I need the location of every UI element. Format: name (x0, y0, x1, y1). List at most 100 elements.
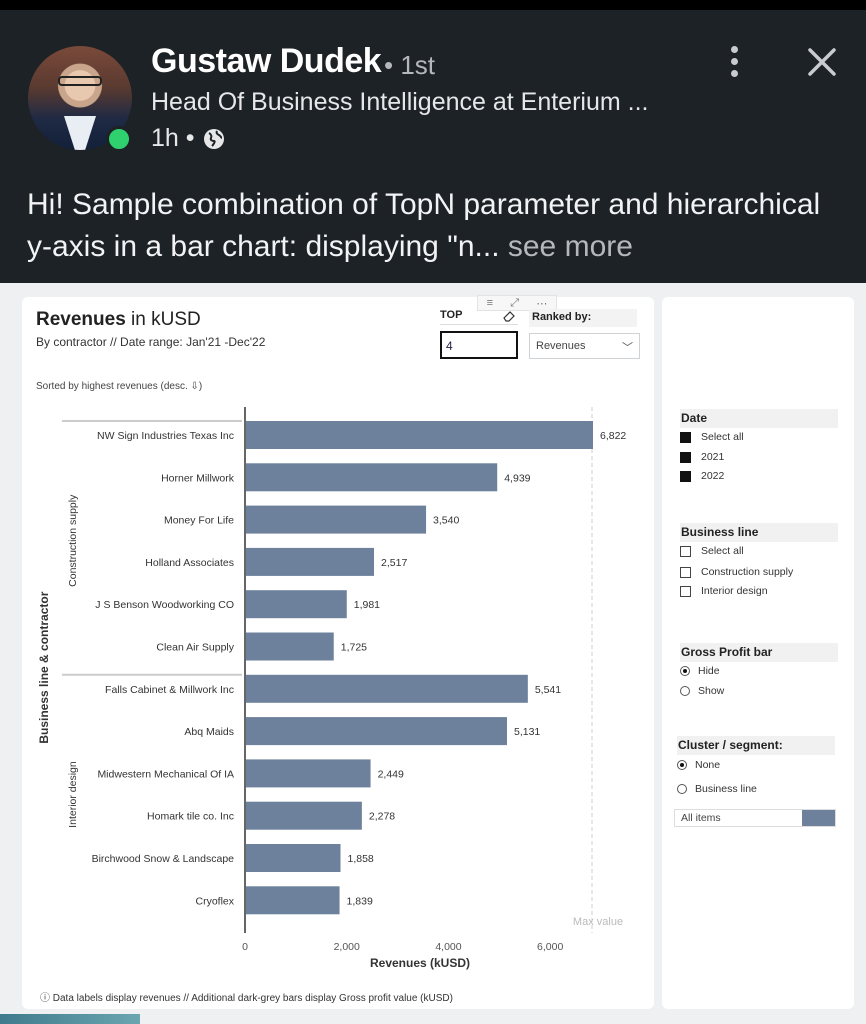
ranked-by-value: Revenues (536, 340, 586, 352)
category-label: J S Benson Woodworking CO (95, 599, 234, 611)
online-status-dot (106, 126, 132, 152)
visual-toolbar[interactable]: ≡ ⤢ ⋯ (477, 295, 557, 311)
bar (246, 632, 334, 661)
category-label: Abq Maids (184, 726, 234, 738)
bar (246, 674, 528, 703)
category-label: Cryoflex (195, 895, 234, 907)
ranked-by-dropdown[interactable]: Revenues ﹀ (529, 333, 640, 359)
chart-subtitle: By contractor // Date range: Jan'21 -Dec… (36, 335, 266, 349)
bar (246, 463, 498, 492)
category-label: Clean Air Supply (156, 642, 234, 654)
radio-button[interactable] (680, 666, 690, 676)
filter-icon[interactable]: ≡ (486, 297, 494, 309)
category-label: Homark tile co. Inc (147, 811, 234, 823)
bar (246, 547, 375, 576)
author-headline: Head Of Business Intelligence at Enteriu… (151, 88, 649, 116)
avatar-glasses (58, 76, 102, 86)
option-label: Business line (695, 783, 757, 795)
business-line-option-construction[interactable]: Construction supply (680, 566, 793, 578)
business-line-option-select-all[interactable]: Select all (680, 545, 744, 557)
radio-button[interactable] (677, 760, 687, 770)
eraser-icon[interactable] (502, 309, 516, 323)
bar (246, 590, 347, 619)
data-label: 2,449 (378, 768, 404, 780)
all-items-dropdown[interactable]: All items (674, 809, 836, 827)
business-line-option-interior[interactable]: Interior design (680, 585, 768, 597)
group-label: Construction supply (67, 494, 79, 587)
date-option-select-all[interactable]: Select all (680, 431, 744, 443)
chart-title: Revenues in kUSD (36, 309, 201, 331)
data-label: 6,822 (600, 430, 626, 442)
date-option-2021[interactable]: 2021 (680, 451, 724, 463)
bar (246, 759, 371, 788)
report-image[interactable]: ≡ ⤢ ⋯ Revenues in kUSD By contractor // … (0, 283, 866, 1024)
option-label: Hide (698, 665, 720, 677)
cluster-option-business-line[interactable]: Business line (677, 783, 757, 795)
cluster-slicer-title: Cluster / segment: (677, 736, 835, 755)
see-more-link[interactable]: see more (507, 230, 633, 263)
option-label: 2021 (701, 451, 725, 463)
bar (246, 717, 507, 746)
bar (246, 844, 341, 872)
gross-profit-slicer-title: Gross Profit bar (680, 643, 838, 662)
option-label: 2022 (701, 470, 725, 482)
all-items-label: All items (681, 812, 721, 824)
x-tick-label: 4,000 (435, 941, 461, 953)
connection-degree: • 1st (384, 50, 436, 80)
option-label: Construction supply (701, 566, 794, 578)
post-body: Hi! Sample combination of TopN parameter… (27, 188, 821, 263)
group-label: Interior design (67, 761, 79, 828)
category-label: Birchwood Snow & Landscape (92, 853, 235, 865)
option-label: Show (698, 685, 725, 697)
data-label: 4,939 (504, 472, 530, 484)
x-tick-label: 2,000 (334, 941, 360, 953)
category-label: Horner Millwork (161, 472, 235, 484)
avatar[interactable] (28, 46, 132, 150)
data-label: 5,541 (535, 684, 561, 696)
more-options-icon[interactable]: ⋯ (536, 297, 548, 310)
globe-icon (204, 129, 224, 149)
data-label: 1,858 (348, 853, 374, 865)
checkbox[interactable] (680, 566, 691, 578)
bar (246, 421, 593, 449)
checkbox[interactable] (680, 545, 691, 557)
option-label: None (695, 759, 721, 771)
category-label: Holland Associates (145, 557, 234, 569)
next-post-preview (0, 1014, 140, 1024)
chart-title-unit: in kUSD (125, 309, 201, 330)
color-swatch (802, 810, 835, 826)
data-label: 2,517 (381, 557, 407, 569)
data-label: 1,839 (347, 895, 373, 907)
max-value-label: Max value (573, 916, 623, 928)
checkbox[interactable] (680, 470, 691, 482)
ranked-by-label: Ranked by: (529, 309, 637, 327)
cluster-option-none[interactable]: None (677, 759, 720, 771)
close-icon[interactable] (806, 46, 838, 78)
post-time: 1h • (151, 124, 195, 152)
data-label: 1,981 (354, 599, 380, 611)
focus-mode-icon[interactable]: ⤢ (510, 296, 520, 309)
author-name[interactable]: Gustaw Dudek (151, 42, 382, 80)
more-vertical-icon[interactable] (722, 46, 746, 80)
top-n-input[interactable]: 4 (440, 331, 518, 359)
radio-button[interactable] (680, 686, 690, 696)
gross-profit-option-hide[interactable]: Hide (680, 665, 720, 677)
bar-chart: Max value NW Sign Industries Texas Inc 6,8… (37, 407, 626, 970)
top-n-label: TOP (440, 309, 518, 325)
option-label: Interior design (701, 585, 768, 597)
data-label: 2,278 (369, 811, 395, 823)
category-label: Midwestern Mechanical Of IA (97, 768, 234, 780)
status-bar (0, 0, 866, 10)
gross-profit-option-show[interactable]: Show (680, 685, 724, 697)
checkbox[interactable] (680, 451, 691, 463)
date-option-2022[interactable]: 2022 (680, 470, 724, 482)
option-label: Select all (701, 431, 744, 443)
checkbox[interactable] (680, 431, 691, 443)
chart-title-bold: Revenues (36, 309, 126, 330)
category-label: Falls Cabinet & Millwork Inc (105, 684, 234, 696)
radio-button[interactable] (677, 784, 687, 794)
checkbox[interactable] (680, 585, 691, 597)
x-tick-label: 6,000 (537, 941, 563, 953)
category-label: Money For Life (164, 515, 234, 527)
bar (246, 801, 362, 830)
